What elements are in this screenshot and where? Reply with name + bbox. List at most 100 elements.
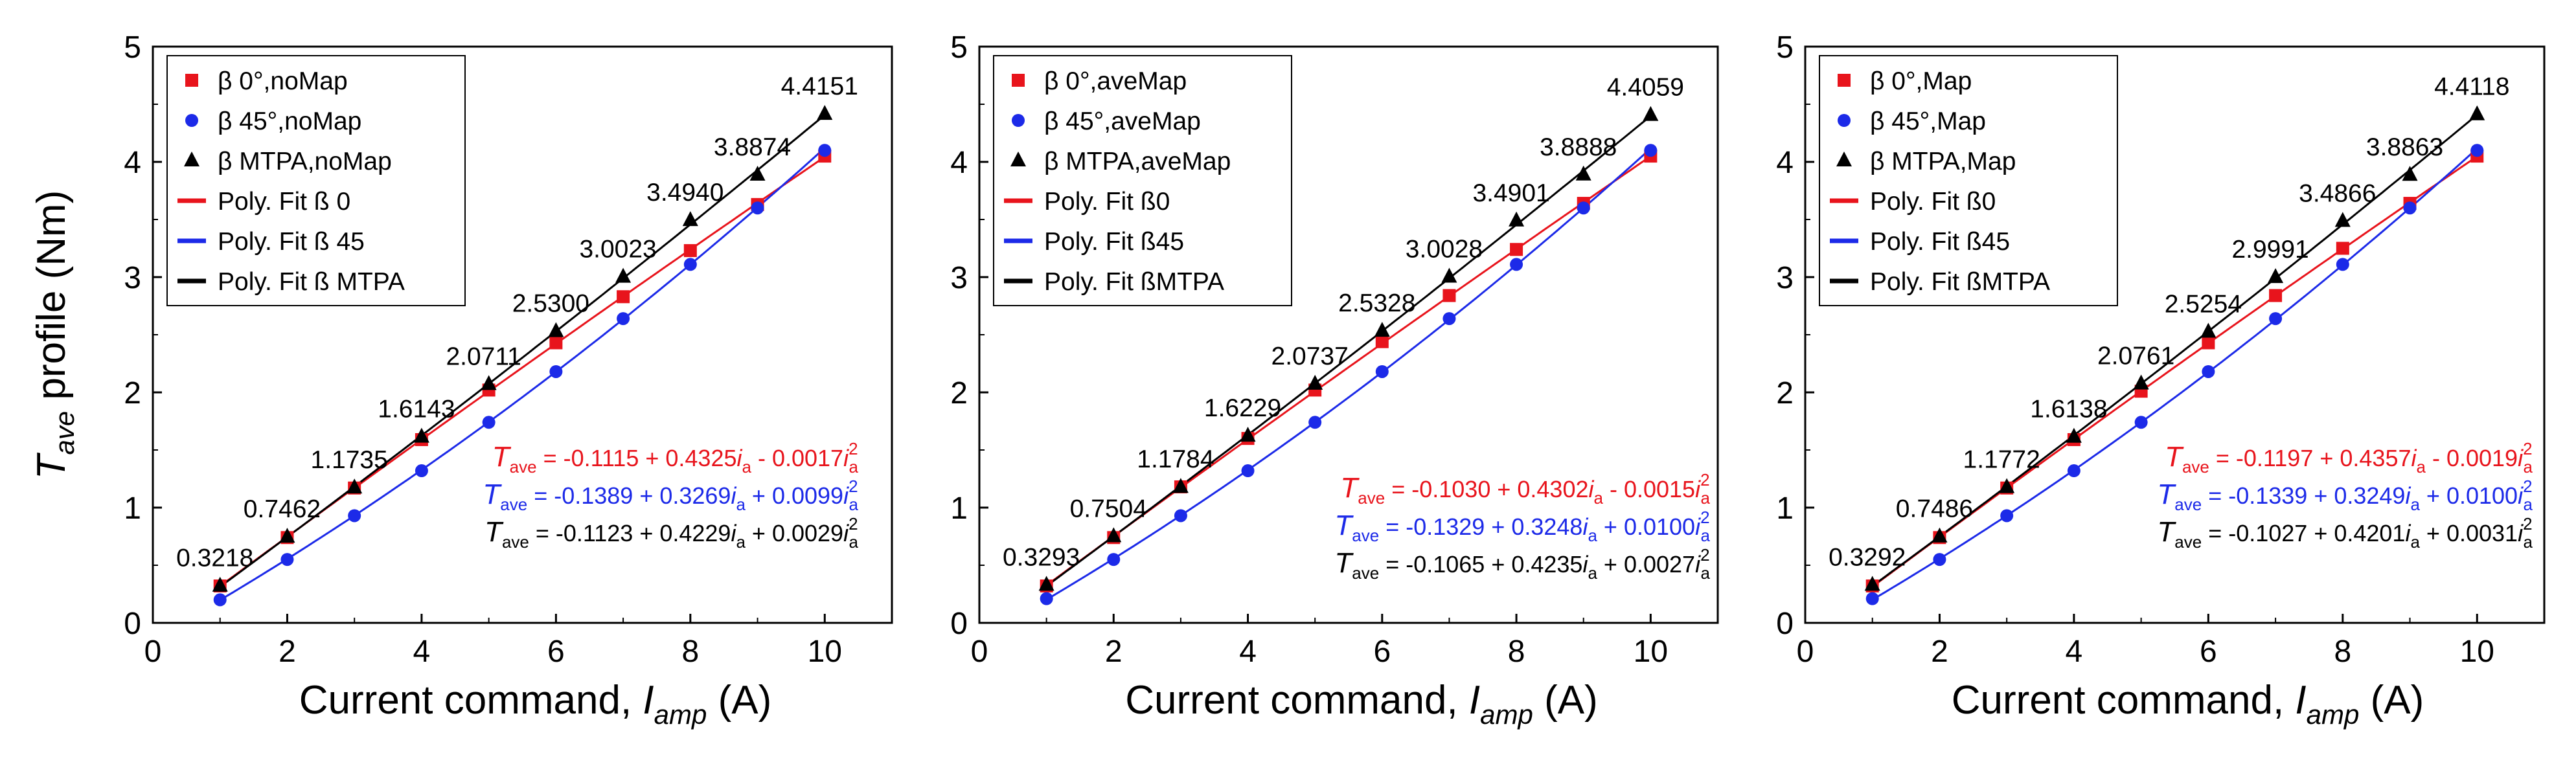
legend-label: β 0°,Map	[1870, 67, 1972, 95]
x-axis-title: Current command, Iamp (A)	[1952, 678, 2424, 730]
eq-sup: 2	[1700, 470, 1709, 489]
eq-text: + 0.0100	[2420, 482, 2518, 509]
axis-text: (A)	[1533, 678, 1598, 723]
eq-sub: ave	[500, 495, 527, 514]
data-point-beta45	[2000, 509, 2014, 522]
eq-var: T	[484, 516, 504, 548]
legend-label: β 0°,aveMap	[1044, 67, 1187, 95]
eq-var: i	[843, 445, 849, 471]
fit-line-beta45	[1045, 148, 1652, 601]
y-tick-label: 3	[124, 261, 141, 295]
legend-box	[166, 55, 466, 306]
data-point-mtpa	[1575, 165, 1591, 181]
data-label: 0.7486	[1896, 495, 1973, 523]
eq-sub: a	[1701, 563, 1711, 583]
data-point-beta45	[1040, 592, 1053, 605]
data-point-mtpa	[2200, 322, 2217, 338]
x-tick-label: 0	[144, 635, 162, 669]
eq-var: i	[736, 445, 742, 471]
eq-var: T	[2157, 478, 2176, 510]
eq-var: i	[731, 482, 736, 509]
data-label: 3.8888	[1540, 133, 1617, 161]
data-point-mtpa	[1106, 527, 1122, 543]
data-label: 1.6229	[1204, 394, 1281, 422]
y-tick-label: 0	[124, 607, 141, 641]
data-point-beta0	[1510, 243, 1523, 256]
eq-var: T	[492, 441, 512, 473]
eq-var: i	[1695, 551, 1701, 578]
eq-sub: a	[1593, 488, 1603, 508]
legend-label: β 45°,Map	[1870, 107, 1986, 135]
data-label: 1.1772	[1963, 445, 2040, 473]
fit-equation: Tave = -0.1339 + 0.3249ia + 0.0100i2 a	[2157, 477, 2533, 514]
fit-equation: Tave = -0.1065 + 0.4235ia + 0.0027i2 a	[1334, 545, 1710, 583]
data-point-mtpa	[347, 478, 363, 494]
eq-var: T	[483, 478, 502, 510]
data-point-beta45	[482, 416, 496, 429]
eq-sup: 2	[2523, 439, 2532, 458]
x-tick-label: 8	[681, 635, 699, 669]
eq-sub: ave	[2174, 495, 2202, 514]
eq-var: i	[1695, 476, 1701, 502]
data-point-mtpa	[413, 427, 429, 443]
fit-line-mtpa	[219, 114, 826, 588]
data-point-mtpa	[1932, 527, 1948, 543]
legend-marker-triangle	[1836, 152, 1852, 166]
data-point-beta45	[1308, 416, 1322, 429]
eq-text: = -0.1065 + 0.4235	[1379, 551, 1582, 578]
eq-var: i	[843, 482, 849, 509]
data-point-beta45	[2470, 144, 2484, 157]
eq-sup: 2	[849, 514, 858, 534]
eq-var: i	[843, 520, 849, 546]
eq-var: T	[2157, 516, 2176, 548]
axis-text: Current command,	[1125, 678, 1469, 723]
eq-sup: 2	[849, 439, 858, 458]
data-point-beta45	[348, 509, 361, 522]
x-tick-label: 2	[1931, 635, 1948, 669]
y-tick-label: 2	[950, 376, 968, 410]
x-tick-label: 10	[1634, 635, 1668, 669]
data-label: 2.0711	[446, 343, 521, 370]
data-point-beta45	[1644, 144, 1658, 157]
data-label: 3.8874	[714, 133, 791, 161]
y-tick-label: 5	[950, 30, 968, 65]
eq-sub: a	[1701, 488, 1711, 508]
fit-equation: Tave = -0.1123 + 0.4229ia + 0.0029i2 a	[484, 514, 858, 552]
eq-var: T	[1334, 547, 1354, 579]
eq-text: = -0.1123 + 0.4229	[529, 520, 731, 546]
data-point-beta0	[1442, 289, 1456, 302]
x-tick-label: 2	[1105, 635, 1123, 669]
eq-text: = -0.1115 + 0.4325	[537, 445, 737, 471]
data-label: 2.0761	[2097, 342, 2174, 370]
eq-text: = -0.1329 + 0.3248	[1379, 513, 1582, 540]
data-label: 2.5328	[1338, 289, 1415, 317]
x-tick-label: 8	[1508, 635, 1525, 669]
legend-label: Poly. Fit ß45	[1870, 228, 2010, 256]
eq-sup: 2	[2523, 477, 2532, 496]
data-point-beta45	[2336, 258, 2349, 271]
axis-text: (A)	[2359, 678, 2424, 723]
y-tick-label: 1	[1776, 491, 1794, 526]
data-label: 4.4118	[2434, 73, 2509, 101]
data-label: 3.8863	[2366, 133, 2443, 161]
eq-var: T	[2165, 441, 2184, 473]
eq-text: + 0.0027	[1597, 551, 1695, 578]
fit-equation: Tave = -0.1115 + 0.4325ia - 0.0017i2 a	[492, 439, 859, 477]
data-label: 0.7462	[244, 495, 321, 523]
data-point-beta45	[2067, 464, 2080, 478]
legend-label: Poly. Fit ß 45	[218, 228, 365, 256]
data-point-mtpa	[1643, 106, 1659, 121]
data-point-beta45	[1865, 592, 1879, 605]
data-label: 4.4151	[781, 73, 858, 100]
eq-sub: a	[2524, 532, 2533, 552]
eq-sub: ave	[2174, 532, 2202, 552]
data-point-mtpa	[2334, 212, 2351, 227]
legend-marker-square	[1838, 74, 1851, 87]
legend-label: Poly. Fit ß MTPA	[218, 268, 405, 296]
eq-var: T	[1334, 510, 1354, 541]
eq-sub: a	[736, 495, 746, 514]
legend-marker-circle	[1838, 114, 1851, 127]
data-point-beta45	[2202, 365, 2215, 378]
x-tick-label: 10	[808, 635, 842, 669]
data-point-beta45	[818, 144, 832, 157]
